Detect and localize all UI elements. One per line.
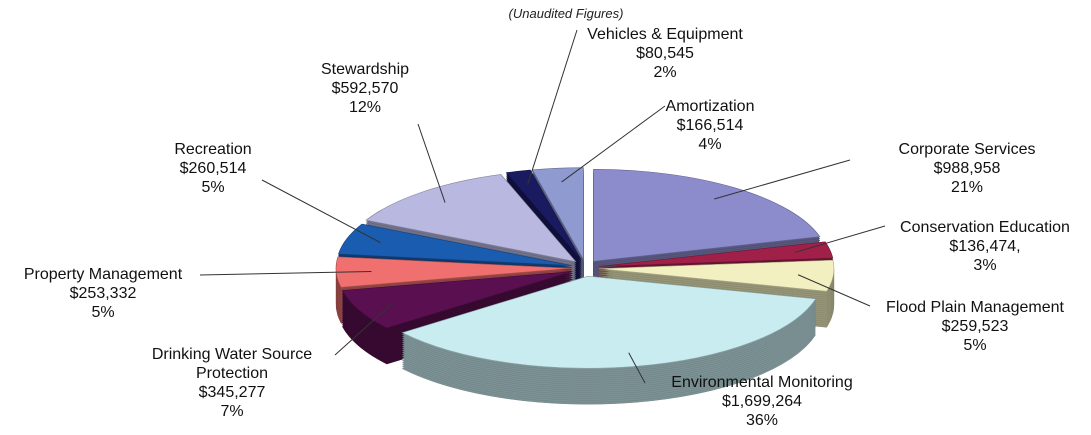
wedge — [365, 174, 577, 263]
value-label: $1,699,264 — [721, 393, 803, 410]
slice-label: Flood Plain Management $259,523 5% — [886, 298, 1064, 355]
percent-label: 36% — [745, 412, 779, 429]
value-label: $592,570 — [331, 80, 399, 97]
percent-label: 2% — [653, 64, 677, 81]
percent-label: 5% — [201, 179, 225, 196]
percent-label: 21% — [950, 179, 984, 196]
slice-label: Stewardship $592,570 12% — [321, 60, 409, 117]
wedge — [338, 223, 572, 266]
percent-label: 3% — [973, 257, 997, 274]
wedge — [505, 169, 582, 261]
slice-label: Drinking Water Source Protection $345,277… — [132, 345, 332, 421]
wedge — [593, 169, 821, 262]
category-label: Flood Plain Management — [886, 299, 1064, 316]
wedge — [598, 241, 834, 267]
category-label: Environmental Monitoring — [671, 374, 853, 391]
category-label: Property Management — [23, 266, 183, 283]
slice-label: Property Management $253,332 5% — [24, 265, 182, 322]
wedge — [341, 271, 573, 329]
percent-label: 5% — [91, 304, 115, 321]
leader-line — [714, 159, 851, 200]
leader-line — [199, 271, 372, 276]
value-label: $345,277 — [198, 384, 266, 401]
value-label: $80,545 — [636, 45, 694, 62]
leader-line — [561, 105, 666, 183]
category-label: Amortization — [665, 98, 755, 115]
percent-label: 7% — [220, 403, 244, 420]
leader-line — [417, 123, 446, 203]
category-label: Drinking Water Source Protection — [151, 346, 313, 382]
leader-line — [527, 29, 578, 185]
slice-label: Corporate Services $988,958 21% — [899, 140, 1036, 197]
wedge — [598, 259, 835, 292]
leader-line — [797, 274, 871, 307]
value-label: $136,474, — [949, 238, 1021, 255]
percent-label: 4% — [698, 136, 722, 153]
value-label: $260,514 — [179, 160, 247, 177]
category-label: Recreation — [174, 141, 252, 158]
slice-label: Vehicles & Equipment $80,545 2% — [587, 25, 743, 82]
leader-line — [795, 225, 886, 253]
percent-label: 12% — [348, 99, 382, 116]
slice-label: Recreation $260,514 5% — [174, 140, 251, 197]
leader-line — [261, 179, 381, 244]
value-label: $988,958 — [933, 160, 1001, 177]
value-label: $253,332 — [69, 285, 137, 302]
leader-line — [334, 304, 392, 356]
category-label: Vehicles & Equipment — [587, 26, 743, 43]
category-label: Stewardship — [320, 61, 410, 78]
leader-line — [628, 352, 646, 384]
category-label: Corporate Services — [898, 141, 1036, 158]
slice-label: Amortization $166,514 4% — [666, 97, 755, 154]
chart-subtitle: (Unaudited Figures) — [508, 6, 624, 21]
slice-label: Environmental Monitoring $1,699,264 36% — [671, 373, 852, 430]
percent-label: 5% — [963, 337, 987, 354]
value-label: $259,523 — [941, 318, 1009, 335]
category-label: Conservation Education — [900, 219, 1070, 236]
slice-label: Conservation Education $136,474, 3% — [900, 218, 1070, 275]
value-label: $166,514 — [676, 117, 744, 134]
